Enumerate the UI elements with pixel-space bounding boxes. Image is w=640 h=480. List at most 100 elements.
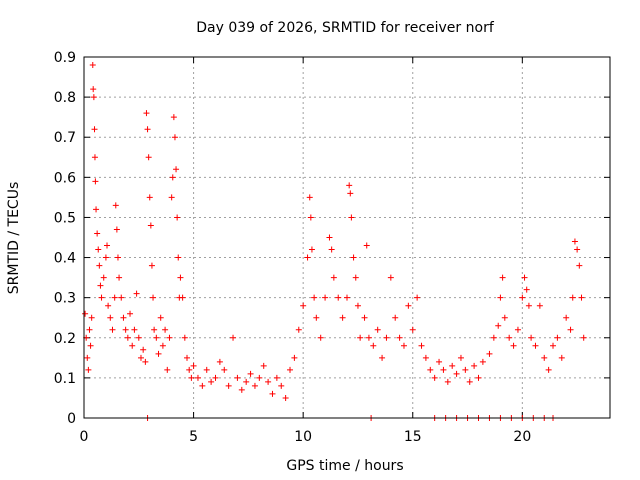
y-tick-label: 0.2: [54, 331, 76, 347]
data-point-marker: [216, 358, 223, 365]
data-point-marker: [550, 342, 557, 349]
data-point-marker: [86, 326, 93, 333]
data-point-marker: [91, 126, 98, 133]
x-axis-label: GPS time / hours: [286, 458, 403, 474]
data-point-marker: [523, 286, 530, 293]
data-point-marker: [102, 254, 109, 261]
data-point-marker: [291, 354, 298, 361]
data-point-marker: [170, 114, 177, 121]
data-point-marker: [111, 294, 118, 301]
x-tick-label: 0: [80, 429, 89, 445]
data-point-marker: [308, 246, 315, 253]
data-point-marker: [497, 294, 504, 301]
data-point-marker: [396, 334, 403, 341]
data-point-marker: [184, 354, 191, 361]
data-point-marker: [300, 302, 307, 309]
data-point-marker: [287, 366, 294, 373]
data-point-marker: [97, 282, 104, 289]
data-point-marker: [157, 314, 164, 321]
data-point-marker: [444, 378, 451, 385]
data-point-marker: [247, 370, 254, 377]
data-point-marker: [82, 310, 89, 317]
data-point-marker: [578, 294, 585, 301]
data-point-marker: [574, 246, 581, 253]
data-point-marker: [98, 294, 105, 301]
data-point-marker: [495, 322, 502, 329]
data-point-marker: [133, 290, 140, 297]
data-point-marker: [203, 366, 210, 373]
data-point-marker: [221, 366, 228, 373]
data-point-marker: [440, 366, 447, 373]
data-point-marker: [387, 274, 394, 281]
data-point-marker: [169, 174, 176, 181]
y-tick-label: 0.7: [54, 130, 76, 146]
data-point-marker: [295, 326, 302, 333]
x-tick-label: 15: [404, 429, 422, 445]
data-point-marker: [348, 214, 355, 221]
data-point-marker: [278, 382, 285, 389]
data-point-marker: [90, 86, 97, 93]
y-tick-label: 0: [67, 411, 76, 427]
data-point-marker: [414, 294, 421, 301]
data-point-marker: [409, 326, 416, 333]
data-point-marker: [168, 194, 175, 201]
data-point-marker: [569, 294, 576, 301]
data-point-marker: [94, 230, 101, 237]
data-point-marker: [471, 362, 478, 369]
data-point-marker: [475, 374, 482, 381]
data-point-marker: [260, 362, 267, 369]
data-point-marker: [328, 246, 335, 253]
y-tick-label: 0.4: [54, 251, 76, 267]
data-point-marker: [199, 382, 206, 389]
data-point-marker: [118, 294, 125, 301]
data-point-marker: [186, 366, 193, 373]
data-point-marker: [243, 378, 250, 385]
data-point-marker: [580, 334, 587, 341]
data-point-marker: [431, 374, 438, 381]
data-point-marker: [148, 262, 155, 269]
data-point-marker: [350, 254, 357, 261]
data-point-marker: [175, 254, 182, 261]
data-point-marker: [129, 342, 136, 349]
data-point-marker: [153, 334, 160, 341]
y-tick-label: 0.5: [54, 210, 76, 226]
data-point-marker: [405, 302, 412, 309]
data-point-marker: [392, 314, 399, 321]
data-point-marker: [422, 354, 429, 361]
data-point-marker: [567, 326, 574, 333]
y-axis-label: SRMTID / TECUs: [6, 182, 22, 295]
data-point-marker: [155, 350, 162, 357]
data-point-marker: [150, 294, 157, 301]
data-point-marker: [361, 314, 368, 321]
data-point-marker: [124, 334, 131, 341]
data-point-marker: [273, 374, 280, 381]
grid: [84, 57, 610, 418]
data-point-marker: [190, 362, 197, 369]
data-point-marker: [95, 246, 102, 253]
data-point-marker: [307, 214, 314, 221]
data-point-marker: [545, 366, 552, 373]
y-tick-label: 0.3: [54, 291, 76, 307]
data-point-marker: [563, 314, 570, 321]
data-point-marker: [418, 342, 425, 349]
data-point-marker: [317, 334, 324, 341]
data-point-marker: [120, 314, 127, 321]
data-point-marker: [88, 314, 95, 321]
data-point-marker: [107, 314, 114, 321]
data-point-marker: [501, 314, 508, 321]
y-tick-label: 0.8: [54, 90, 76, 106]
data-point-marker: [558, 354, 565, 361]
data-point-marker: [282, 394, 289, 401]
data-point-marker: [177, 274, 184, 281]
data-point-marker: [453, 370, 460, 377]
data-point-marker: [462, 366, 469, 373]
data-point-marker: [147, 222, 154, 229]
data-point-marker: [116, 274, 123, 281]
y-tick-label: 0.6: [54, 170, 76, 186]
y-tick-label: 0.1: [54, 371, 76, 387]
data-point-marker: [506, 334, 513, 341]
data-point-marker: [346, 182, 353, 189]
data-point-marker: [541, 354, 548, 361]
data-point-marker: [571, 238, 578, 245]
